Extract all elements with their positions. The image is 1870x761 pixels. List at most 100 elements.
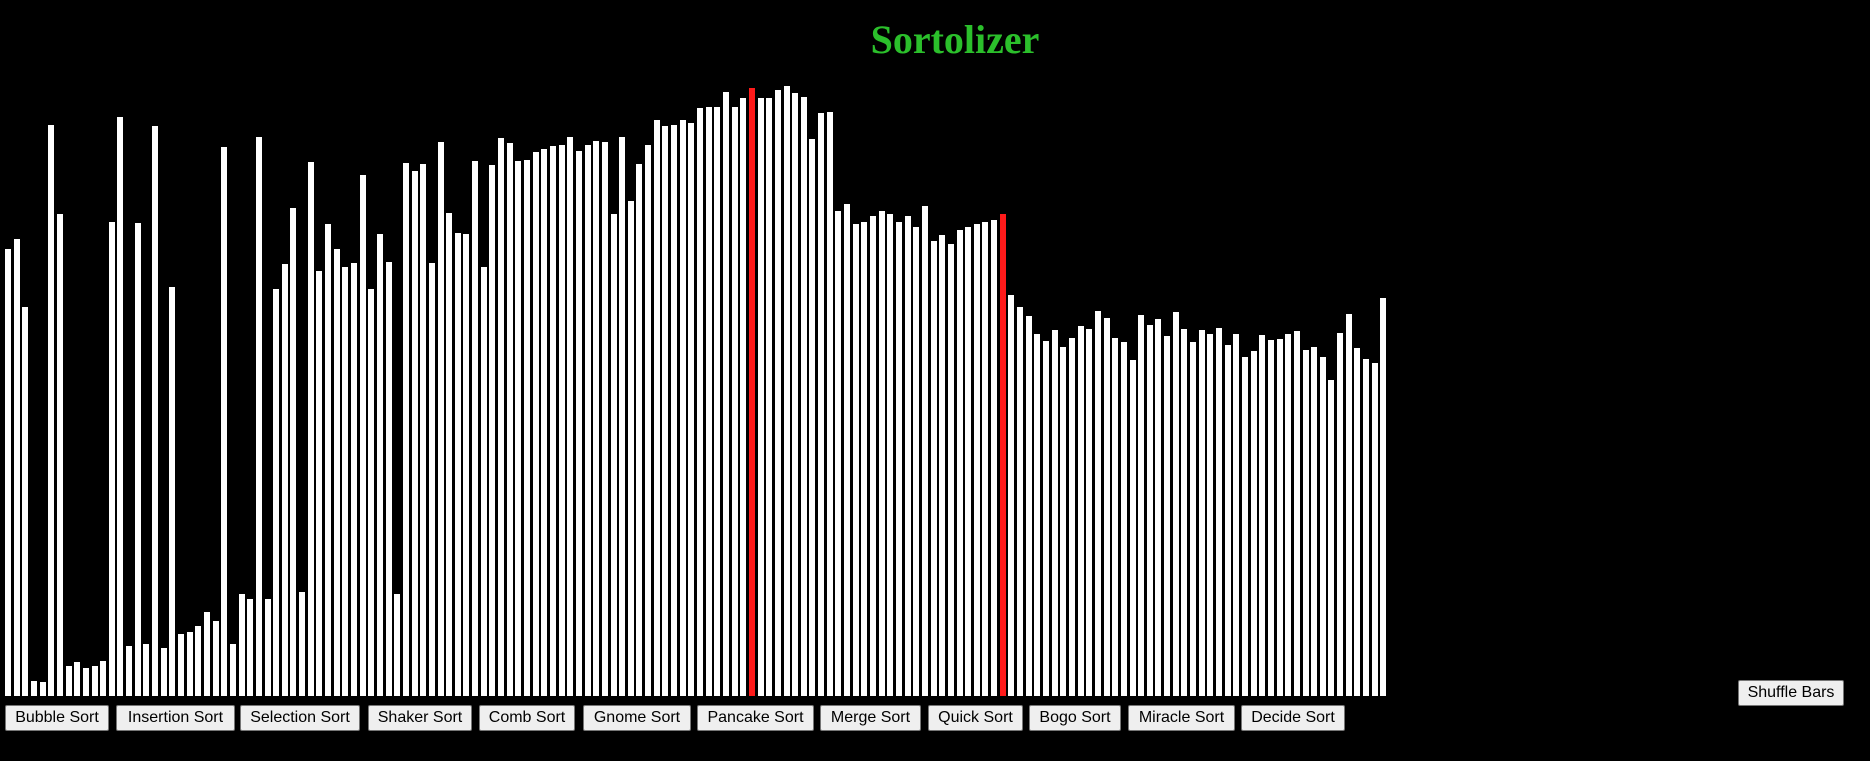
bar [211, 620, 220, 697]
bar [817, 112, 826, 697]
bar [73, 661, 82, 697]
bar [704, 106, 713, 697]
bar [1249, 350, 1258, 697]
bar [237, 593, 246, 697]
bar [254, 136, 263, 697]
bar [1362, 358, 1371, 697]
bar [4, 248, 12, 697]
bar [990, 219, 999, 697]
bar [1258, 334, 1267, 697]
bar [289, 207, 298, 697]
bar [324, 223, 333, 697]
selection-sort-button[interactable]: Selection Sort [240, 705, 360, 731]
bar [90, 665, 99, 697]
bar [401, 162, 410, 697]
bar [964, 226, 973, 697]
bar [220, 146, 229, 697]
bar [929, 240, 938, 697]
bar [1206, 333, 1215, 697]
comb-sort-button[interactable]: Comb Sort [479, 705, 575, 731]
bar [1093, 310, 1102, 697]
bar [955, 229, 964, 697]
bar [38, 681, 47, 697]
bar [548, 145, 557, 697]
bar [375, 233, 384, 697]
bar [574, 150, 583, 697]
bogo-sort-button[interactable]: Bogo Sort [1029, 705, 1121, 731]
quick-sort-button[interactable]: Quick Sort [928, 705, 1023, 731]
bar [55, 213, 64, 697]
pancake-sort-button[interactable]: Pancake Sort [697, 705, 814, 731]
bar [808, 138, 817, 697]
bar [384, 261, 393, 697]
bar [436, 141, 445, 697]
bar-area [4, 60, 1735, 697]
bar [886, 213, 895, 697]
bar [635, 163, 644, 697]
bar [1180, 328, 1189, 697]
bar [1085, 328, 1094, 697]
bar [445, 212, 454, 697]
bar [194, 625, 203, 697]
decide-sort-button[interactable]: Decide Sort [1241, 705, 1345, 731]
bar [419, 163, 428, 697]
shuffle-bars-button[interactable]: Shuffle Bars [1738, 680, 1844, 706]
bar [1050, 329, 1059, 697]
bar [661, 125, 670, 697]
bar [228, 643, 237, 697]
bar [410, 170, 419, 697]
bar [332, 248, 341, 697]
bar [765, 97, 774, 697]
bar [1154, 318, 1163, 697]
bar [367, 288, 376, 697]
bar [1292, 330, 1301, 697]
bar [1189, 341, 1198, 697]
bar [29, 680, 38, 697]
bar [531, 151, 540, 697]
bar [497, 137, 506, 697]
bar [1059, 346, 1068, 697]
bar [825, 111, 834, 697]
bar [782, 85, 791, 697]
bar [177, 633, 185, 697]
bar [393, 593, 402, 697]
bar [479, 266, 488, 697]
bar [246, 598, 255, 697]
bar [350, 262, 358, 697]
bar [1171, 311, 1180, 697]
bar [713, 106, 722, 697]
bar [756, 97, 765, 697]
bar [1336, 332, 1345, 697]
bubble-sort-button[interactable]: Bubble Sort [5, 705, 109, 731]
bar [652, 119, 661, 697]
miracle-sort-button[interactable]: Miracle Sort [1128, 705, 1235, 731]
bar [1076, 325, 1085, 697]
shaker-sort-button[interactable]: Shaker Sort [368, 705, 472, 731]
bar [306, 161, 315, 697]
bar [12, 238, 21, 697]
bar [600, 141, 609, 697]
insertion-sort-button[interactable]: Insertion Sort [116, 705, 235, 731]
gnome-sort-button[interactable]: Gnome Sort [583, 705, 691, 731]
bar-active [998, 213, 1007, 697]
bar [453, 232, 462, 697]
bar [739, 97, 748, 697]
bar [202, 611, 211, 697]
bar [1344, 313, 1353, 697]
bar [315, 270, 324, 697]
bar [1007, 294, 1016, 697]
bar [1111, 337, 1120, 697]
bar [1067, 337, 1076, 697]
bar [1128, 359, 1137, 697]
bar [1284, 333, 1293, 697]
bar [912, 226, 921, 697]
bar [358, 174, 367, 697]
bar [1232, 333, 1241, 697]
bar [514, 160, 523, 697]
bar [851, 223, 860, 697]
bar [644, 144, 653, 697]
merge-sort-button[interactable]: Merge Sort [820, 705, 921, 731]
bar [107, 221, 116, 697]
bar [159, 647, 168, 697]
